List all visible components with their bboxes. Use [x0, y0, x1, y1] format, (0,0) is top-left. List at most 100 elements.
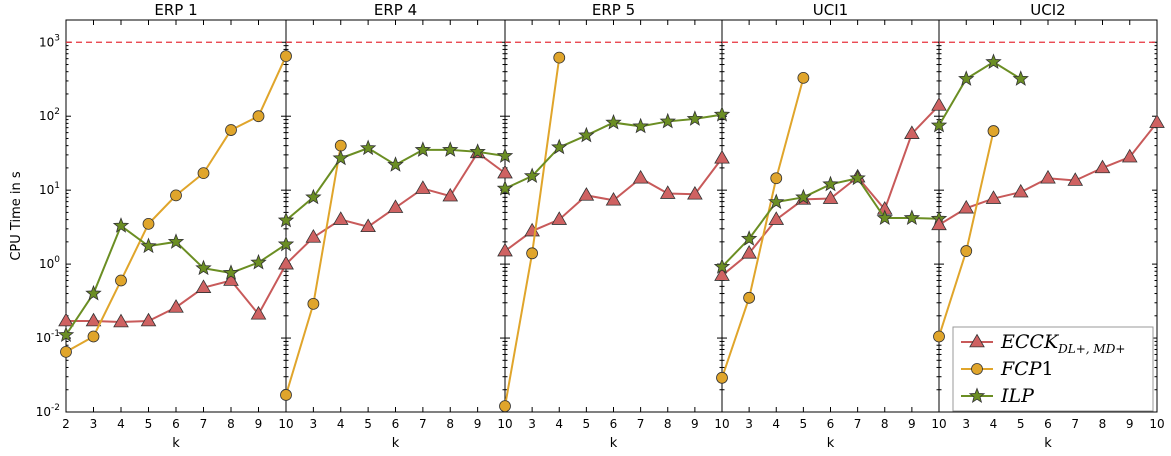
point-fcp1: [225, 124, 237, 136]
point-fcp1: [142, 217, 155, 230]
point-fcp1: [197, 167, 210, 180]
panel: [65, 19, 287, 413]
panel-series: [57, 50, 295, 358]
series-layer: [57, 50, 1165, 413]
point-ecck: [632, 169, 649, 184]
x-tick-label: 6: [1044, 417, 1052, 431]
point-fcp1: [797, 71, 810, 84]
point-fcp1: [334, 139, 347, 152]
point-ecck: [1094, 159, 1111, 174]
point-ecck: [387, 199, 404, 213]
x-axis-title: k: [172, 436, 180, 451]
x-tick-label: 9: [255, 417, 263, 431]
x-tick-label: 9: [474, 417, 482, 431]
point-ecck: [250, 305, 267, 320]
point-ilp: [578, 126, 595, 143]
x-tick-label: 3: [745, 417, 753, 431]
point-ecck: [1012, 183, 1029, 198]
x-axis-title: k: [1044, 436, 1052, 451]
x-tick-label: 3: [528, 417, 536, 431]
point-fcp1: [87, 330, 100, 343]
panel-title: ERP 5: [592, 1, 635, 19]
x-tick-label: 6: [172, 417, 180, 431]
panel-title: ERP 1: [154, 1, 197, 19]
point-fcp1: [115, 274, 127, 287]
point-ilp: [195, 259, 212, 276]
x-tick-label: 4: [117, 417, 125, 431]
x-tick-label: 5: [1017, 417, 1025, 431]
point-ilp: [387, 156, 404, 172]
point-ecck: [442, 187, 459, 202]
x-tick-label: 8: [446, 417, 454, 431]
point-ilp: [930, 116, 948, 133]
x-axis-title: k: [392, 436, 400, 451]
y-tick-label: 10-1: [36, 329, 60, 345]
point-ilp: [442, 141, 459, 157]
point-ilp: [632, 117, 649, 134]
panel-frame: [285, 19, 506, 413]
point-ilp: [659, 112, 676, 129]
point-fcp1: [280, 50, 292, 62]
point-ilp: [985, 53, 1002, 70]
y-tick-label: 100: [39, 255, 60, 271]
point-ilp: [903, 209, 921, 225]
point-ilp: [768, 193, 785, 210]
point-ilp: [1012, 70, 1029, 86]
y-tick-label: 10-2: [36, 403, 60, 419]
x-tick-label: 10: [497, 417, 512, 431]
x-tick-label: 2: [62, 417, 70, 431]
x-tick-label: 4: [990, 417, 998, 431]
x-tick-label: 8: [1099, 417, 1107, 431]
point-fcp1: [553, 51, 566, 64]
legend-marker: [969, 333, 985, 348]
legend: ECCKDL+, MD+FCP1 ILP: [952, 326, 1154, 412]
point-ecck: [1149, 114, 1165, 128]
legend-marker: [971, 363, 983, 375]
point-ilp: [57, 326, 75, 342]
point-fcp1: [280, 389, 292, 401]
x-tick-label: 7: [854, 417, 862, 431]
series-line-ilp: [938, 60, 1022, 126]
point-ecck: [605, 191, 622, 206]
point-ilp: [713, 106, 731, 122]
panel-series: [713, 71, 948, 384]
x-tick-label: 4: [772, 417, 780, 431]
panel-title: ERP 4: [374, 1, 417, 19]
point-ecck: [305, 229, 322, 243]
point-ecck: [931, 97, 947, 111]
point-fcp1: [499, 400, 511, 413]
x-tick-label: 7: [1071, 417, 1079, 431]
point-ecck: [1067, 172, 1084, 186]
x-tick-label: 10: [278, 417, 293, 431]
point-fcp1: [170, 189, 182, 202]
point-fcp1: [716, 371, 728, 384]
point-ecck: [223, 272, 239, 286]
x-tick-label: 8: [664, 417, 672, 431]
point-fcp1: [743, 291, 756, 304]
x-tick-label: 6: [827, 417, 835, 431]
y-tick-label: 101: [39, 181, 60, 197]
point-ilp: [849, 169, 866, 186]
point-ilp: [112, 217, 130, 233]
series-line-fcp1: [285, 145, 342, 396]
point-ecck: [768, 211, 785, 225]
x-tick-label: 6: [610, 417, 618, 431]
x-tick-label: 3: [90, 417, 98, 431]
x-axis-title: k: [827, 436, 835, 451]
point-ilp: [958, 70, 975, 86]
x-tick-label: 5: [145, 417, 153, 431]
legend-label: FCP1: [1000, 358, 1054, 380]
y-axis-title: CPU Time in s: [9, 171, 24, 260]
point-ilp: [305, 188, 322, 205]
x-tick-label: 8: [881, 417, 889, 431]
point-fcp1: [252, 110, 265, 123]
point-ecck: [85, 312, 102, 327]
panel-series: [930, 53, 1165, 343]
point-ecck: [578, 187, 595, 201]
point-ecck: [168, 299, 184, 313]
x-tick-label: 9: [908, 417, 916, 431]
point-ilp: [140, 237, 157, 254]
x-tick-label: 10: [931, 417, 946, 431]
